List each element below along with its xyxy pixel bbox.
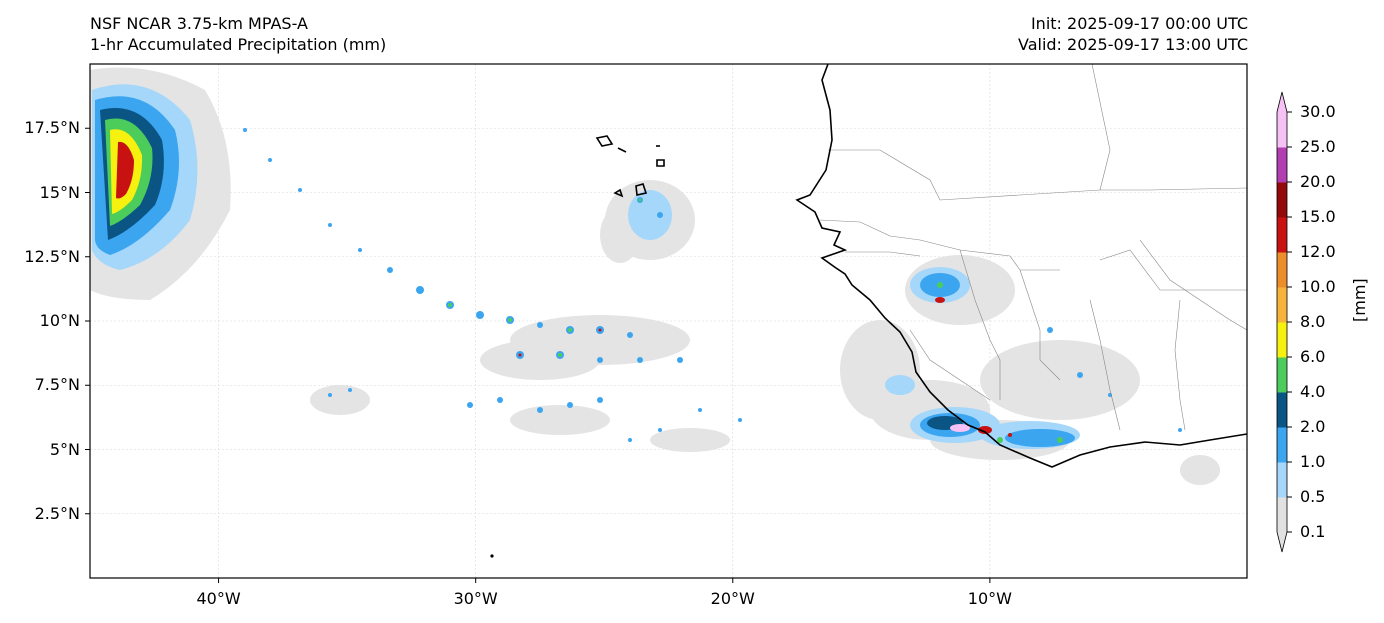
title-right: Init: 2025-09-17 00:00 UTC Valid: 2025-0… — [1018, 13, 1248, 55]
axis-ticks — [85, 127, 991, 583]
field-title: 1-hr Accumulated Precipitation (mm) — [90, 35, 387, 54]
lat-label: 10°N — [39, 311, 80, 330]
colorbar-segment — [1277, 427, 1287, 463]
colorbar-level-label: 1.0 — [1300, 452, 1326, 471]
colorbar-segment — [1277, 147, 1287, 183]
colorbar-level-label: 0.1 — [1300, 522, 1326, 541]
colorbar-segment — [1277, 497, 1287, 533]
colorbar-segment — [1277, 392, 1287, 428]
colorbar-level-label: 4.0 — [1300, 382, 1326, 401]
title-left: NSF NCAR 3.75-km MPAS-A 1-hr Accumulated… — [90, 13, 386, 55]
colorbar-segment — [1277, 182, 1287, 218]
lat-label: 2.5°N — [34, 503, 80, 523]
colorbar-segment — [1277, 217, 1287, 253]
colorbar-segment — [1277, 112, 1287, 148]
lat-label: 15°N — [39, 182, 80, 202]
colorbar-level-label: 10.0 — [1300, 277, 1336, 296]
colorbar-segment — [1277, 462, 1287, 498]
colorbar-segment — [1277, 357, 1287, 393]
lat-label: 12.5°N — [24, 246, 80, 266]
colorbar-level-label: 0.5 — [1300, 487, 1326, 506]
lon-label: 20°W — [710, 589, 755, 608]
lon-label: 30°W — [453, 589, 498, 608]
colorbar-segment — [1277, 252, 1287, 288]
lon-label: 40°W — [196, 589, 241, 608]
colorbar-level-label: 12.0 — [1300, 242, 1336, 261]
colorbar-segment — [1277, 322, 1287, 358]
init-time: Init: 2025-09-17 00:00 UTC — [1030, 14, 1248, 33]
colorbar-level-label: 2.0 — [1300, 417, 1326, 436]
lat-label: 5°N — [49, 439, 80, 459]
colorbar-segment — [1277, 287, 1287, 323]
precipitation-field — [90, 67, 1220, 485]
coastline — [595, 64, 1247, 468]
model-title: NSF NCAR 3.75-km MPAS-A — [90, 14, 308, 33]
valid-time: Valid: 2025-09-17 13:00 UTC — [1017, 35, 1248, 54]
lon-label: 10°W — [967, 589, 1012, 608]
colorbar-level-label: 8.0 — [1300, 312, 1326, 331]
colorbar-level-label: 25.0 — [1300, 137, 1336, 156]
colorbar-level-label: 30.0 — [1300, 102, 1336, 121]
lat-label: 17.5°N — [24, 118, 80, 138]
colorbar-level-label: 15.0 — [1300, 207, 1336, 226]
colorbar-extend-max — [1277, 92, 1287, 112]
map-panel — [90, 64, 1247, 578]
island-marker — [490, 554, 494, 558]
colorbar-extend-min — [1277, 532, 1287, 552]
country-borders — [819, 64, 1247, 431]
colorbar — [1276, 91, 1292, 553]
lat-label: 7.5°N — [34, 375, 80, 395]
colorbar-level-label: 20.0 — [1300, 172, 1336, 191]
colorbar-unit: [mm] — [1350, 278, 1369, 322]
colorbar-level-label: 6.0 — [1300, 347, 1326, 366]
